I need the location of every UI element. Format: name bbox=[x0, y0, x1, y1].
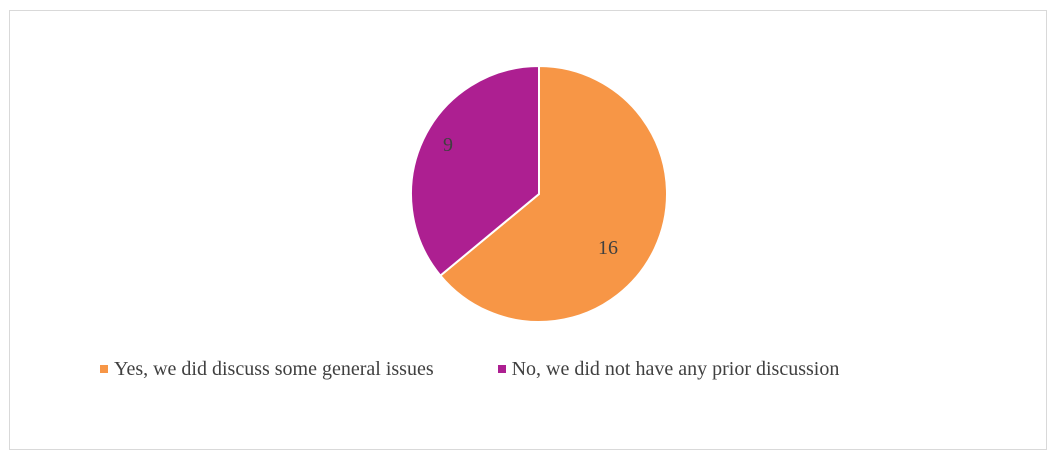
legend-swatch-no bbox=[497, 365, 506, 373]
legend: Yes, we did discuss some general issues … bbox=[100, 355, 1000, 383]
legend-swatch-yes bbox=[100, 365, 108, 373]
legend-item-yes: Yes, we did discuss some general issues bbox=[100, 358, 434, 381]
pie-chart: 16 9 bbox=[410, 64, 668, 323]
pie-slices bbox=[410, 64, 668, 323]
data-label-yes: 16 bbox=[598, 237, 618, 259]
pie-slice-yes bbox=[438, 64, 668, 323]
pie-slice-no bbox=[410, 64, 540, 277]
legend-item-no: No, we did not have any prior discussion bbox=[497, 357, 840, 381]
pie-data-labels: 16 9 bbox=[443, 134, 618, 259]
legend-label-yes: Yes, we did discuss some general issues bbox=[114, 357, 434, 380]
legend-label-no: No, we did not have any prior discussion bbox=[511, 357, 840, 380]
data-label-no: 9 bbox=[443, 134, 453, 156]
